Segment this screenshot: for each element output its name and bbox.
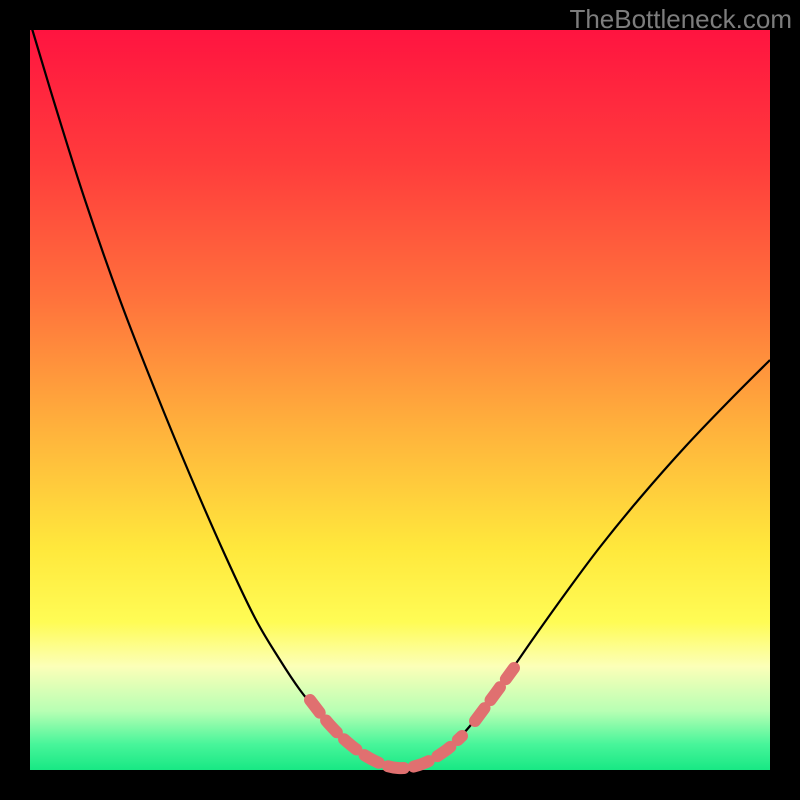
bottleneck-chart [0,0,800,800]
plot-area [30,30,770,770]
source-watermark: TheBottleneck.com [569,4,792,35]
